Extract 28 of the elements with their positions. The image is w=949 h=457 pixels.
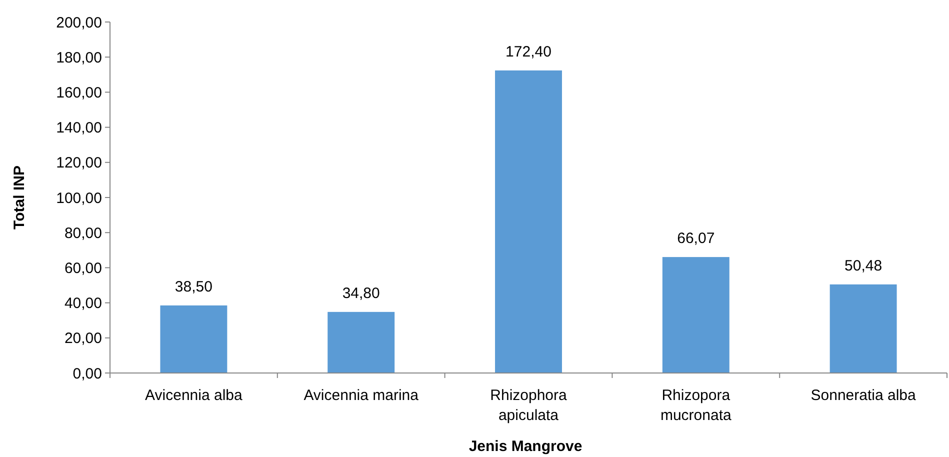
y-tick-label: 20,00 [64, 330, 102, 348]
y-tick-label: 100,00 [56, 190, 102, 207]
y-tick-label: 0,00 [72, 365, 102, 382]
data-label: 34,80 [342, 284, 380, 302]
x-tick-label: Rhizopora mucronata [660, 387, 732, 424]
y-tick-label: 120,00 [56, 154, 102, 172]
y-tick-label: 140,00 [56, 120, 102, 137]
bar [495, 70, 562, 373]
y-tick-label: 60,00 [64, 260, 102, 277]
x-tick-label: Rhizophora apiculata [490, 387, 568, 424]
x-tick-label: Avicennia marina [304, 387, 420, 404]
y-tick-label: 160,00 [56, 84, 102, 102]
bar [662, 257, 730, 373]
bar [328, 312, 395, 373]
x-tick-label: Avicennia alba [145, 387, 244, 404]
x-axis-title: Jenis Mangrove [468, 438, 582, 455]
y-tick-label: 80,00 [64, 224, 102, 242]
y-tick-label: 200,00 [56, 14, 102, 32]
data-label: 38,50 [174, 278, 212, 296]
data-label: 50,48 [844, 257, 882, 274]
data-label: 172,40 [506, 43, 552, 60]
bar [830, 284, 897, 373]
x-tick-label: Sonneratia alba [810, 387, 916, 404]
bar [160, 305, 228, 373]
y-axis-title: Total INP [11, 166, 28, 230]
y-tick-label: 180,00 [56, 49, 102, 66]
y-tick-label: 40,00 [64, 295, 102, 312]
data-label: 66,07 [677, 230, 715, 248]
